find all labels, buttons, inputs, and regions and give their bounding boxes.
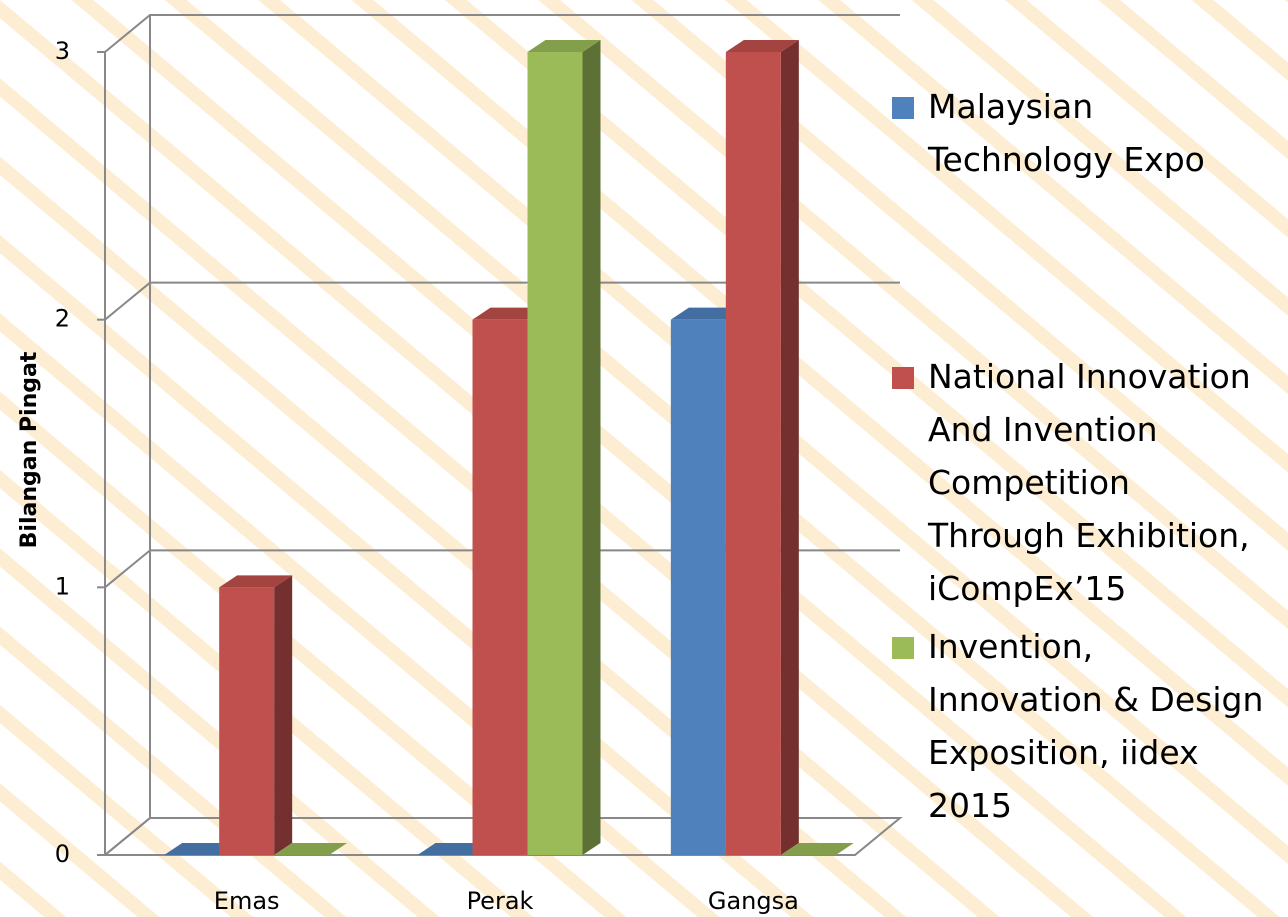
x-tick-label: Gangsa [708, 887, 799, 915]
bar-front [527, 52, 583, 855]
legend-entry: National Innovation And Invention Compet… [890, 350, 1270, 615]
bar-front [670, 319, 726, 856]
bar-top [219, 575, 293, 588]
bar-top [472, 307, 546, 320]
legend-entry: Invention, Innovation & Design Expositio… [890, 620, 1270, 832]
bar-top [780, 843, 854, 855]
grid-line [104, 14, 900, 53]
legend-label: Malaysian Technology Expo [928, 87, 1205, 179]
bar [274, 843, 348, 855]
y-tick-label: 1 [55, 572, 70, 600]
bar-side [780, 40, 799, 855]
legend-swatch [892, 97, 914, 119]
legend-swatch [892, 637, 914, 659]
x-tick-label: Emas [214, 887, 280, 915]
bar-front [219, 587, 275, 855]
grid-line [104, 549, 900, 589]
bar [417, 843, 491, 855]
bar-front [472, 319, 528, 856]
bar [780, 843, 854, 855]
bar-front [725, 52, 781, 855]
y-axis-title: Bilangan Pingat [17, 351, 42, 548]
bar-side [274, 575, 293, 855]
legend-entry: Malaysian Technology Expo [890, 80, 1270, 186]
bar-top [274, 843, 348, 855]
bar-top [164, 843, 238, 855]
bar-top [670, 307, 744, 320]
bar [725, 40, 799, 855]
bar [219, 575, 293, 855]
bar-side [582, 40, 601, 855]
bar [527, 40, 601, 855]
grid-line [104, 281, 900, 321]
y-tick-label: 3 [55, 37, 70, 65]
y-tick-label: 2 [55, 305, 70, 333]
bar-top [527, 40, 601, 52]
legend-label: National Innovation And Invention Compet… [928, 357, 1251, 608]
grid-line [104, 817, 900, 856]
plot-area: 0 1 2 3 Emas Perak Gangsa [55, 14, 903, 915]
bar-top [417, 843, 491, 855]
legend-label: Invention, Innovation & Design Expositio… [928, 627, 1264, 825]
y-tick-label: 0 [55, 840, 70, 868]
legend-swatch [892, 367, 914, 389]
x-tick-label: Perak [467, 887, 534, 915]
bar [164, 843, 238, 855]
bar-top [725, 40, 799, 52]
